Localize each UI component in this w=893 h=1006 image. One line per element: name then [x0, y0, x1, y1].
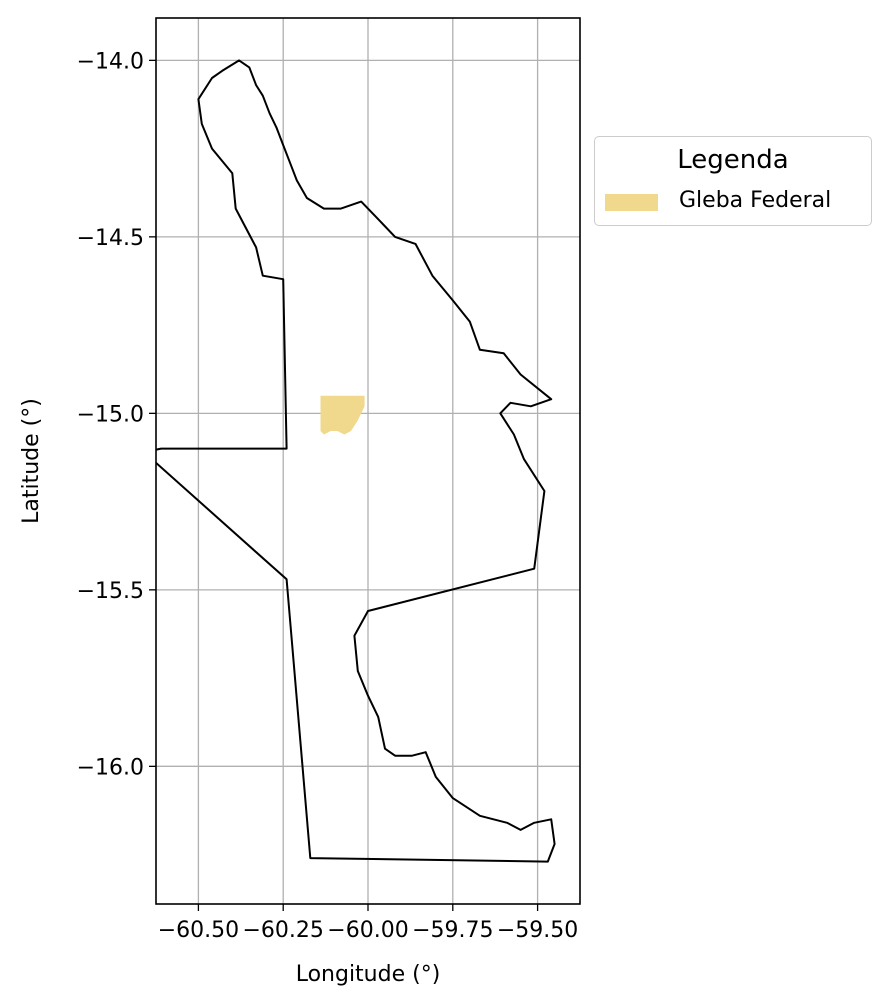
x-tick-label-0: −60.50	[158, 918, 239, 943]
x-axis-label: Longitude (°)	[296, 962, 441, 987]
x-tick-label-1: −60.25	[242, 918, 323, 943]
x-tick-label-4: −59.50	[497, 918, 578, 943]
y-axis-label: Latitude (°)	[19, 398, 44, 524]
map-layer	[156, 59, 556, 863]
axis-ticks: −60.50 −60.25 −60.00 −59.75 −59.50 −14.0 −14.5…	[77, 49, 579, 943]
legend-label-gleba-federal: Gleba Federal	[679, 188, 832, 213]
x-tick-label-3: −59.75	[412, 918, 493, 943]
y-tick-label-1: −14.5	[77, 226, 144, 251]
y-tick-label-3: −15.5	[77, 579, 144, 604]
legend-swatch-gleba-federal	[605, 194, 658, 211]
y-tick-label-2: −15.0	[77, 402, 144, 427]
gridlines	[156, 18, 580, 904]
legend: Legenda Gleba Federal	[594, 136, 872, 226]
x-tick-label-2: −60.00	[327, 918, 408, 943]
y-tick-label-0: −14.0	[77, 49, 144, 74]
legend-title: Legenda	[677, 145, 789, 175]
gleba-federal-area	[320, 395, 365, 435]
municipality-boundary	[156, 59, 556, 863]
y-tick-label-4: −16.0	[77, 755, 144, 780]
